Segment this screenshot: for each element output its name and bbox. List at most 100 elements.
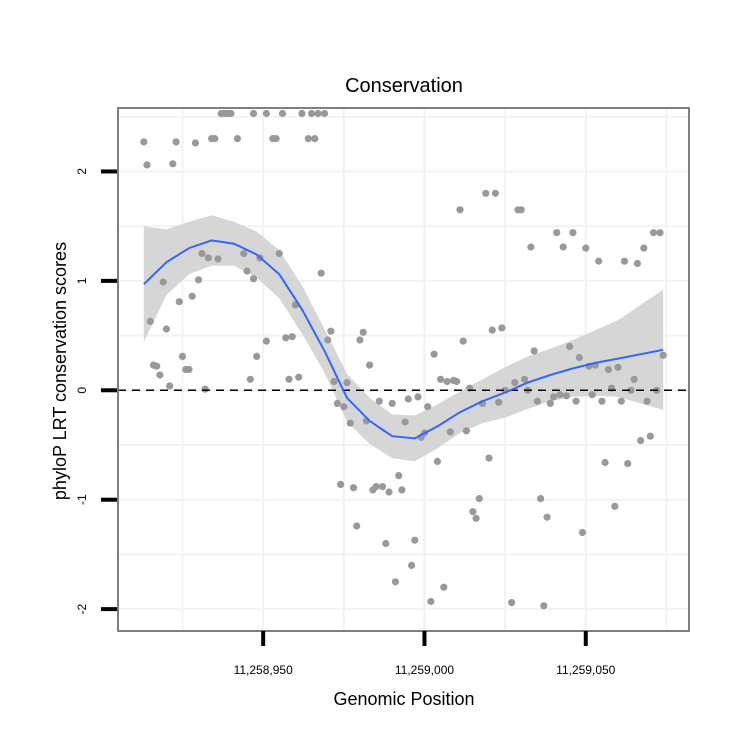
data-point-142 [611, 502, 619, 510]
data-point-145 [620, 257, 629, 265]
data-point-139 [601, 458, 609, 467]
data-point-135 [588, 391, 596, 399]
data-point-54 [324, 336, 332, 344]
data-point-114 [520, 375, 529, 383]
data-point-90 [440, 583, 448, 591]
data-point-140 [604, 365, 613, 374]
data-point-15 [188, 292, 196, 300]
data-point-16 [191, 139, 199, 147]
data-point-67 [366, 361, 374, 369]
data-point-73 [385, 488, 393, 496]
data-point-88 [433, 457, 441, 465]
y-tick-label-1: -1 [75, 494, 89, 505]
data-point-146 [624, 460, 632, 468]
data-point-6 [159, 278, 167, 286]
data-point-28 [233, 135, 241, 143]
data-point-120 [540, 602, 548, 610]
data-point-51 [314, 109, 322, 118]
data-point-106 [491, 189, 499, 197]
data-point-1 [143, 161, 151, 169]
data-point-60 [343, 379, 351, 387]
data-point-76 [395, 472, 403, 480]
data-point-101 [475, 495, 483, 503]
data-point-125 [556, 391, 564, 399]
data-point-63 [353, 522, 361, 530]
data-point-20 [204, 254, 212, 262]
data-point-58 [337, 480, 345, 488]
data-point-153 [646, 432, 654, 440]
data-point-156 [656, 229, 664, 237]
data-point-55 [327, 327, 335, 335]
data-point-12 [178, 352, 187, 360]
data-point-56 [330, 377, 338, 386]
data-point-86 [427, 597, 435, 606]
data-point-30 [243, 267, 251, 275]
data-point-121 [543, 513, 551, 521]
data-point-0 [140, 138, 148, 146]
data-point-59 [340, 403, 348, 411]
y-axis: -2 -1 0 1 2 [75, 168, 117, 614]
data-point-157 [659, 351, 667, 359]
data-point-53 [320, 109, 329, 118]
data-point-62 [349, 484, 358, 492]
data-point-147 [627, 386, 635, 394]
data-point-46 [295, 373, 303, 381]
data-point-131 [575, 353, 583, 362]
data-point-107 [495, 398, 503, 406]
data-point-151 [640, 244, 648, 252]
data-point-132 [578, 528, 587, 537]
data-point-37 [262, 337, 270, 345]
data-point-33 [249, 109, 258, 118]
data-point-4 [153, 362, 161, 370]
data-point-69 [372, 483, 380, 491]
data-point-22 [211, 135, 219, 143]
data-point-8 [166, 382, 174, 390]
y-tick-label-3: 1 [75, 277, 89, 284]
data-point-85 [424, 403, 432, 411]
data-point-70 [375, 397, 383, 405]
data-point-126 [559, 243, 567, 251]
y-tick-label-0: -2 [75, 603, 89, 614]
data-point-103 [482, 189, 490, 197]
y-axis-title: phyloP LRT conservation scores [50, 242, 70, 500]
data-point-39 [272, 135, 280, 143]
data-point-129 [569, 229, 577, 237]
data-point-96 [459, 337, 467, 345]
data-point-74 [388, 399, 396, 407]
data-point-71 [378, 483, 387, 491]
data-point-113 [517, 206, 525, 214]
data-point-42 [282, 334, 290, 342]
data-point-36 [262, 109, 270, 118]
data-points [140, 109, 667, 610]
data-point-77 [398, 486, 406, 494]
data-point-123 [549, 393, 558, 401]
data-point-130 [572, 397, 580, 405]
data-point-127 [562, 392, 571, 400]
data-point-11 [175, 298, 183, 306]
data-point-148 [630, 375, 638, 383]
data-point-18 [198, 249, 206, 258]
data-point-154 [649, 229, 658, 237]
data-point-34 [253, 352, 261, 360]
data-point-100 [472, 514, 480, 522]
data-point-144 [617, 397, 625, 405]
data-point-143 [614, 363, 622, 371]
data-point-133 [582, 244, 590, 252]
data-point-27 [227, 109, 235, 118]
y-tick-label-2: 0 [75, 387, 89, 394]
data-point-40 [275, 249, 283, 258]
data-point-7 [162, 325, 170, 333]
data-point-17 [195, 276, 203, 284]
data-point-81 [411, 536, 419, 544]
data-point-119 [537, 495, 545, 503]
x-axis-title: Genomic Position [333, 689, 474, 709]
data-point-92 [446, 428, 454, 436]
data-point-138 [598, 397, 606, 405]
data-point-152 [643, 397, 651, 405]
data-point-75 [391, 578, 399, 586]
data-point-150 [637, 437, 645, 445]
data-point-23 [214, 255, 222, 263]
data-point-49 [308, 109, 316, 118]
data-point-2 [146, 317, 154, 325]
